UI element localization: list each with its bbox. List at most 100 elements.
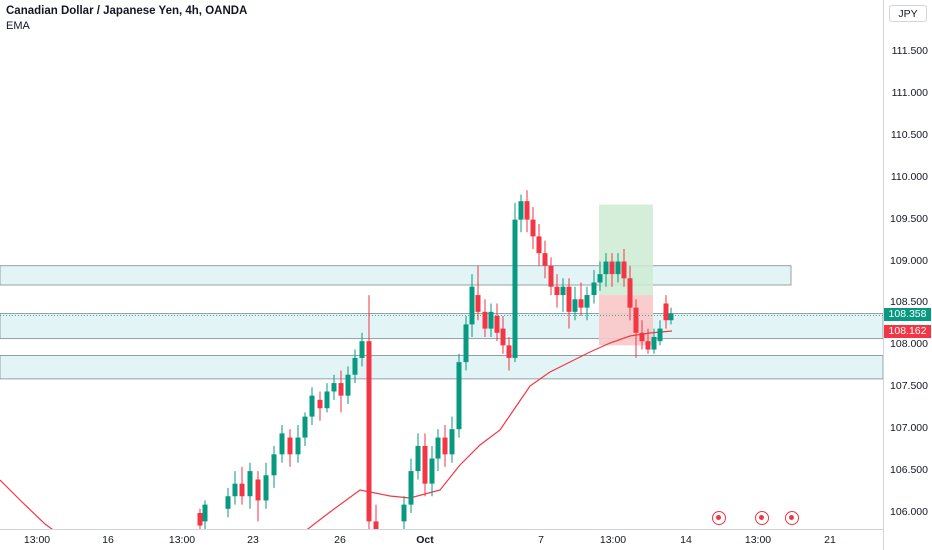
candle-body: [255, 479, 261, 501]
resistance-zone: [0, 265, 792, 286]
candle-body: [469, 286, 475, 325]
candle-body: [331, 383, 337, 392]
candle-body: [663, 303, 669, 321]
candle-body: [536, 236, 542, 254]
price-label: 108.500: [890, 296, 928, 308]
candle-body: [621, 261, 627, 279]
candle-body: [603, 261, 609, 275]
candle-body: [463, 324, 469, 363]
candle-body: [366, 341, 372, 522]
time-label: 7: [538, 534, 544, 546]
candle-body: [442, 437, 448, 455]
candle-body: [263, 475, 269, 501]
ema-indicator-label[interactable]: EMA: [6, 20, 30, 32]
time-label: 23: [247, 534, 259, 546]
candle-body: [429, 458, 435, 484]
symbol-title[interactable]: Canadian Dollar / Japanese Yen, 4h, OAND…: [6, 5, 248, 17]
candle-body: [584, 295, 590, 308]
candle-body: [352, 357, 358, 375]
candle-body: [359, 341, 365, 358]
candle-body: [591, 282, 597, 296]
last-price-tag: 108.358: [884, 308, 931, 321]
candle-body: [287, 437, 293, 455]
news-event-icon[interactable]: [755, 511, 769, 525]
candle-body: [338, 383, 344, 396]
candle-body: [597, 274, 603, 283]
candle-body: [609, 261, 615, 275]
time-label: 16: [102, 534, 114, 546]
price-axis[interactable]: JPY 111.500 111.000 110.500 110.000 109.…: [883, 0, 932, 550]
candle-body: [657, 328, 663, 342]
price-label: 106.500: [890, 464, 928, 476]
candle-body: [197, 513, 203, 526]
time-axis[interactable]: 13:00 16 13:00 23 26 Oct 7 13:00 14 13:0…: [0, 529, 883, 550]
price-label: 108.000: [890, 338, 928, 350]
candle-body: [401, 504, 407, 522]
candle-body: [449, 429, 455, 455]
candle-body: [554, 286, 560, 296]
candle-body: [232, 483, 238, 497]
time-label: 21: [824, 534, 836, 546]
candle-body: [408, 471, 414, 505]
candle-body: [572, 299, 578, 312]
candle-body: [415, 445, 421, 472]
candle-body: [518, 201, 524, 220]
time-label: 13:00: [599, 534, 627, 546]
candle-body: [494, 316, 500, 333]
candle-body: [500, 328, 506, 346]
candle-body: [295, 437, 301, 455]
candle-body: [548, 265, 554, 287]
candle-body: [317, 399, 323, 409]
candle-body: [560, 286, 566, 296]
candle-body: [309, 395, 315, 417]
candle-body: [578, 299, 584, 308]
candle-body: [530, 219, 536, 237]
target-zone: [599, 204, 653, 296]
candle-body: [633, 307, 639, 333]
news-event-icon[interactable]: [785, 511, 799, 525]
support-zone: [0, 313, 883, 340]
candle-body: [373, 521, 379, 529]
price-label: 110.500: [890, 129, 928, 141]
candle-body: [422, 445, 428, 484]
candle-body: [239, 483, 245, 497]
candle-body: [668, 313, 674, 321]
price-label: 111.000: [891, 87, 928, 99]
candle-body: [345, 374, 351, 396]
price-label: 109.000: [890, 255, 928, 267]
price-label: 110.000: [890, 171, 928, 183]
candle-body: [639, 332, 645, 342]
candle-body: [279, 433, 285, 455]
candle-body: [435, 437, 441, 459]
candle-body: [524, 201, 530, 220]
time-label: 13:00: [168, 534, 196, 546]
candle-body: [542, 253, 548, 266]
candle-body: [645, 341, 651, 350]
price-label: 107.000: [890, 422, 928, 434]
price-label: 106.000: [890, 506, 928, 518]
time-label: 26: [334, 534, 346, 546]
candle-body: [302, 416, 308, 438]
time-label: Oct: [416, 534, 434, 546]
price-label: 107.500: [890, 380, 928, 392]
chart-area[interactable]: Canadian Dollar / Japanese Yen, 4h, OAND…: [0, 0, 883, 529]
time-label: 14: [680, 534, 692, 546]
ema-line: [0, 330, 673, 529]
candle-body: [271, 454, 277, 476]
candle-body: [488, 311, 494, 329]
price-chart[interactable]: [0, 0, 883, 529]
currency-button[interactable]: JPY: [889, 5, 927, 22]
calendar-event-icon[interactable]: [712, 511, 726, 525]
candle-body: [651, 336, 657, 350]
candle-body: [615, 261, 621, 275]
candle-body: [202, 504, 208, 522]
candle-body: [506, 345, 512, 358]
ema-price-tag: 108.162: [884, 325, 931, 338]
candle-body: [456, 362, 462, 430]
candle-body: [512, 219, 518, 358]
price-label: 109.500: [890, 213, 928, 225]
price-label: 111.500: [891, 45, 928, 57]
support-zone: [0, 355, 883, 380]
candle-body: [247, 471, 253, 497]
candle-body: [225, 496, 231, 509]
